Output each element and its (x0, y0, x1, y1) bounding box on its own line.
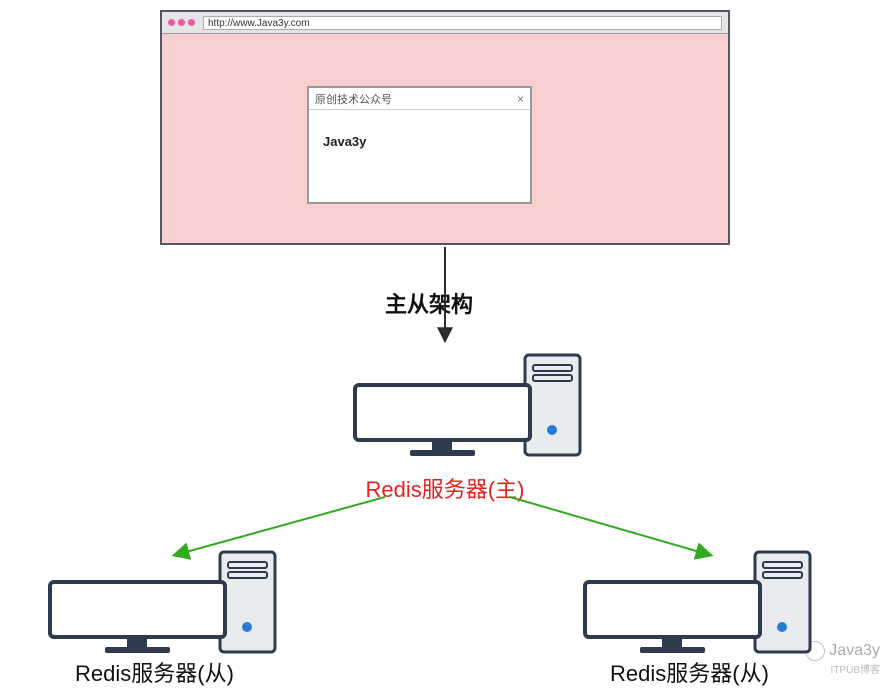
browser-window: http://www.Java3y.com 原创技术公众号 × Java3y (160, 10, 730, 245)
architecture-label: 主从架构 (385, 287, 473, 319)
watermark-text: Java3y (829, 642, 880, 660)
slave-right-label: Redis服务器(从) (610, 656, 769, 688)
dot-icon (178, 19, 185, 26)
arrow-to-slave-left (175, 497, 385, 555)
arrow-to-slave-right (510, 497, 710, 555)
browser-body: 原创技术公众号 × Java3y (162, 34, 728, 243)
wechat-icon (805, 641, 825, 661)
dialog-titlebar: 原创技术公众号 × (309, 88, 530, 110)
traffic-lights (168, 19, 195, 26)
dot-icon (168, 19, 175, 26)
itpub-watermark: ITPUB博客 (831, 661, 880, 676)
browser-titlebar: http://www.Java3y.com (162, 12, 728, 34)
close-icon[interactable]: × (517, 92, 524, 106)
dot-icon (188, 19, 195, 26)
url-field[interactable]: http://www.Java3y.com (203, 16, 722, 30)
watermark: Java3y (805, 641, 880, 661)
diagram-canvas: http://www.Java3y.com 原创技术公众号 × Java3y 主… (0, 0, 890, 681)
dialog-title: 原创技术公众号 (315, 91, 392, 107)
master-label: Redis服务器(主) (0, 472, 890, 504)
master-server-icon (355, 355, 580, 456)
slave-left-server-icon (50, 552, 275, 653)
slave-left-label: Redis服务器(从) (75, 656, 234, 688)
slave-right-server-icon (585, 552, 810, 653)
dialog-content: Java3y (309, 110, 530, 159)
dialog-box: 原创技术公众号 × Java3y (307, 86, 532, 204)
